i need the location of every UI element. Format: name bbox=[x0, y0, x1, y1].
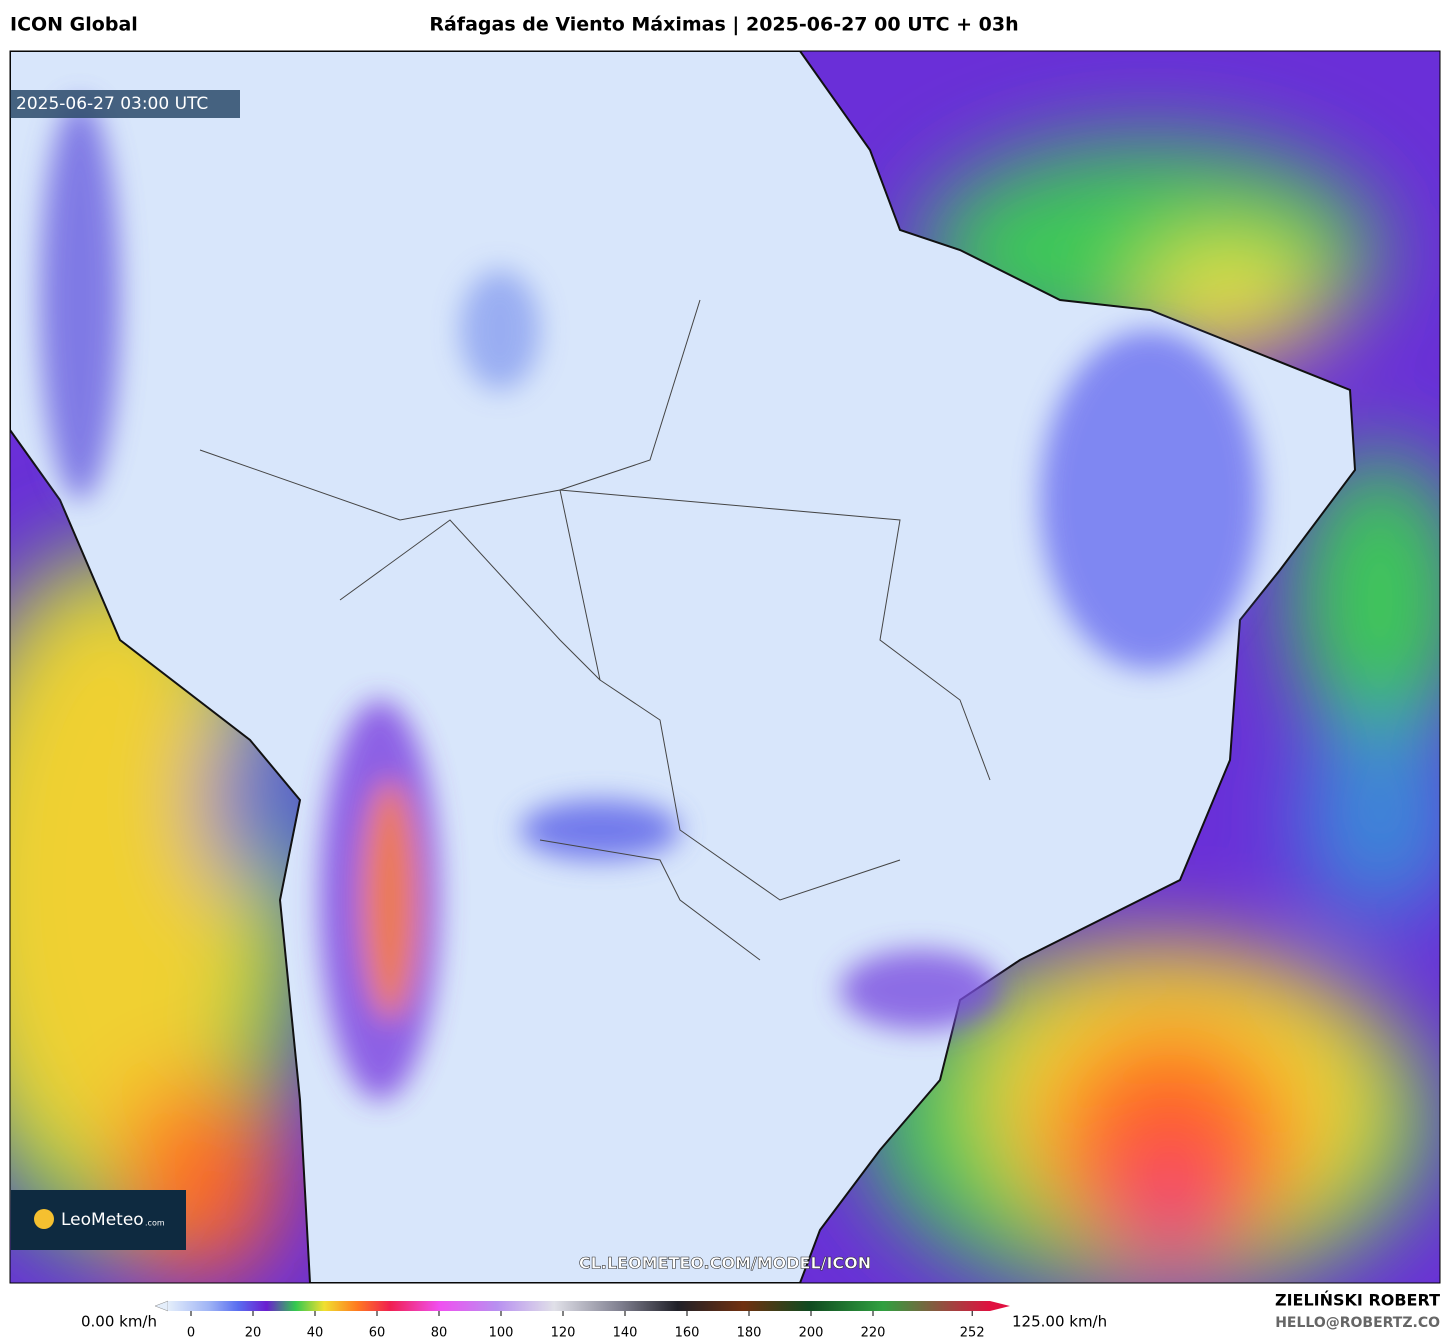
email: HELLO@ROBERTZ.CO bbox=[1275, 1315, 1440, 1331]
logo-name: LeoMeteo bbox=[61, 1210, 144, 1230]
colorbar-tick-label: 180 bbox=[737, 1326, 762, 1340]
author: ZIELIŃSKI ROBERT bbox=[1275, 1291, 1440, 1310]
colorbar-tick-label: 200 bbox=[799, 1326, 824, 1340]
colorbar-tick-label: 160 bbox=[675, 1326, 700, 1340]
watermark: CL.LEOMETEO.COM/MODEL/ICON bbox=[579, 1254, 871, 1273]
colorbar-tick-label: 0 bbox=[187, 1326, 195, 1340]
timestamp: 2025-06-27 03:00 UTC bbox=[16, 94, 208, 114]
map-title: Ráfagas de Viento Máximas | 2025-06-27 0… bbox=[429, 14, 1018, 36]
colorbar-min-label: 0.00 km/h bbox=[81, 1313, 157, 1331]
colorbar-tick-label: 220 bbox=[861, 1326, 886, 1340]
colorbar-tick-label: 252 bbox=[960, 1326, 985, 1340]
colorbar-tick-label: 120 bbox=[551, 1326, 576, 1340]
colorbar-tick-label: 60 bbox=[369, 1326, 386, 1340]
colorbar-tick-label: 40 bbox=[307, 1326, 324, 1340]
map: 2025-06-27 03:00 UTC CL.LEOMETEO.COM/MOD… bbox=[10, 51, 1440, 1283]
colorbar-tick-label: 80 bbox=[431, 1326, 448, 1340]
colorbar-tick-label: 20 bbox=[245, 1326, 262, 1340]
colorbar bbox=[168, 1301, 990, 1311]
colorbar-tick-label: 140 bbox=[613, 1326, 638, 1340]
model-name: ICON Global bbox=[10, 14, 138, 36]
colorbar-tick-label: 100 bbox=[489, 1326, 514, 1340]
colorbar-max-label: 125.00 km/h bbox=[1012, 1313, 1107, 1331]
logo-suffix: .com bbox=[145, 1219, 165, 1228]
